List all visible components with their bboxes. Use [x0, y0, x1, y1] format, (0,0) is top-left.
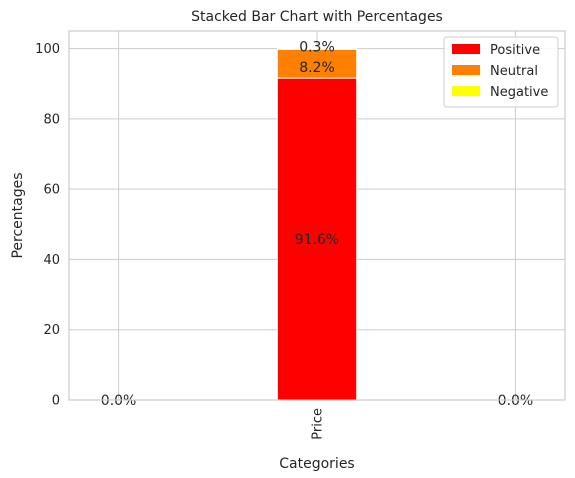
bar-labels-group: 91.6% 8.2% 0.3% 0.0% 0.0% — [101, 40, 533, 409]
legend-swatch-positive — [452, 44, 480, 54]
bars-group — [276, 47, 358, 401]
y-tick-label: 0 — [52, 394, 60, 409]
legend: Positive Neutral Negative — [443, 36, 559, 108]
bar-value-label: 8.2% — [299, 60, 335, 76]
y-tick-label: 100 — [35, 42, 60, 57]
legend-label-positive: Positive — [490, 43, 540, 58]
x-tick-label: Price — [311, 408, 326, 440]
y-axis-label: Percentages — [10, 172, 26, 258]
y-tick-label: 20 — [43, 323, 60, 338]
bar-segment-positive — [276, 77, 358, 401]
plot-frame — [68, 30, 566, 401]
y-tick-label: 60 — [43, 183, 60, 198]
y-tick-label: 40 — [43, 253, 60, 268]
legend-swatch-negative — [452, 86, 480, 96]
bar-value-label: 0.3% — [299, 40, 335, 56]
x-axis-label: Categories — [279, 456, 354, 472]
legend-label-negative: Negative — [490, 85, 548, 100]
bar-value-label: 91.6% — [295, 232, 339, 248]
chart-title: Stacked Bar Chart with Percentages — [191, 9, 443, 25]
x-tick-labels: Price — [311, 408, 326, 440]
empty-bar-value-label: 0.0% — [498, 393, 534, 409]
y-tick-label: 80 — [43, 112, 60, 127]
empty-bar-value-label: 0.0% — [101, 393, 137, 409]
y-tick-labels: 0 20 40 60 80 100 — [35, 42, 60, 408]
bar-segment-negative — [276, 47, 358, 50]
legend-swatch-neutral — [452, 65, 480, 75]
legend-label-neutral: Neutral — [490, 64, 538, 79]
